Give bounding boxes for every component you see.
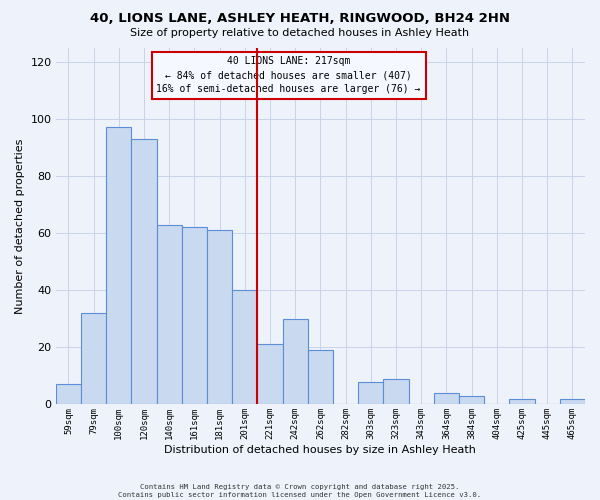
Bar	[509, 398, 535, 404]
Bar	[383, 378, 409, 404]
Bar	[232, 290, 257, 405]
Bar	[560, 398, 585, 404]
Bar	[308, 350, 333, 405]
Text: Size of property relative to detached houses in Ashley Heath: Size of property relative to detached ho…	[130, 28, 470, 38]
Bar	[283, 319, 308, 404]
Bar	[207, 230, 232, 404]
Bar	[434, 393, 459, 404]
Bar	[459, 396, 484, 404]
Text: 40 LIONS LANE: 217sqm
← 84% of detached houses are smaller (407)
16% of semi-det: 40 LIONS LANE: 217sqm ← 84% of detached …	[157, 56, 421, 94]
Bar	[56, 384, 81, 404]
Bar	[131, 139, 157, 404]
Bar	[257, 344, 283, 405]
Bar	[358, 382, 383, 404]
Text: Contains HM Land Registry data © Crown copyright and database right 2025.
Contai: Contains HM Land Registry data © Crown c…	[118, 484, 482, 498]
Bar	[182, 228, 207, 404]
Text: 40, LIONS LANE, ASHLEY HEATH, RINGWOOD, BH24 2HN: 40, LIONS LANE, ASHLEY HEATH, RINGWOOD, …	[90, 12, 510, 26]
Bar	[81, 313, 106, 404]
Bar	[106, 128, 131, 404]
X-axis label: Distribution of detached houses by size in Ashley Heath: Distribution of detached houses by size …	[164, 445, 476, 455]
Y-axis label: Number of detached properties: Number of detached properties	[15, 138, 25, 314]
Bar	[157, 224, 182, 404]
